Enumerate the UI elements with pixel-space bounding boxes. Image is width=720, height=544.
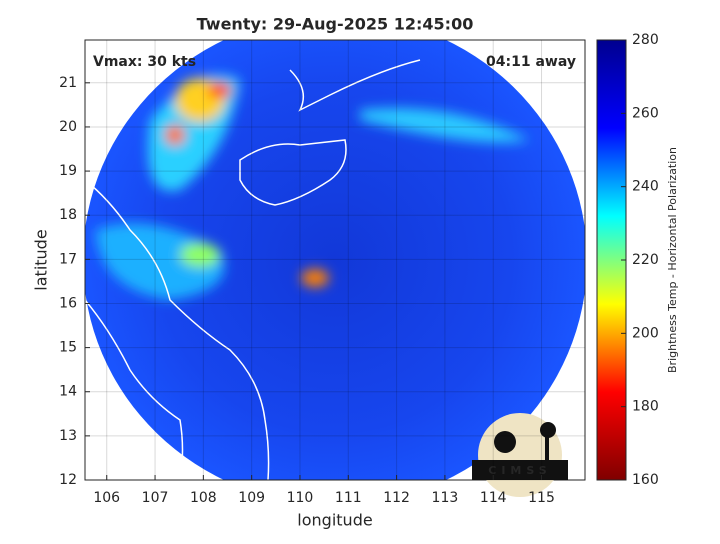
colorbar-tick-label: 260 bbox=[632, 105, 659, 121]
x-tick-label: 113 bbox=[432, 490, 459, 506]
logo-text: CIMSS bbox=[488, 464, 551, 477]
y-tick-label: 20 bbox=[59, 119, 77, 135]
y-tick-label: 12 bbox=[59, 472, 77, 488]
y-tick-label: 19 bbox=[59, 163, 77, 179]
y-tick-label: 14 bbox=[59, 384, 77, 400]
y-tick-label: 17 bbox=[59, 251, 77, 267]
logo: CIMSS bbox=[472, 413, 568, 497]
y-tick-label: 13 bbox=[59, 428, 77, 444]
colorbar-tick-label: 280 bbox=[632, 32, 659, 48]
y-tick-label: 15 bbox=[59, 340, 77, 356]
x-tick-label: 112 bbox=[383, 490, 410, 506]
colorbar-label: Brightness Temp - Horizontal Polarizatio… bbox=[666, 147, 679, 373]
x-tick-label: 115 bbox=[528, 490, 555, 506]
chart-title: Twenty: 29-Aug-2025 12:45:00 bbox=[197, 15, 474, 34]
y-tick-label: 21 bbox=[59, 75, 77, 91]
colorbar-tick-label: 160 bbox=[632, 472, 659, 488]
y-tick-label: 18 bbox=[59, 207, 77, 223]
x-tick-label: 111 bbox=[335, 490, 362, 506]
satellite-image bbox=[85, 40, 585, 480]
x-tick-label: 109 bbox=[238, 490, 265, 506]
x-tick-label: 114 bbox=[480, 490, 507, 506]
x-tick-label: 108 bbox=[190, 490, 217, 506]
x-tick-label: 107 bbox=[142, 490, 169, 506]
annotation: Vmax: 30 kts bbox=[93, 54, 196, 70]
colorbar-tick-label: 180 bbox=[632, 399, 659, 415]
colorbar-tick-label: 220 bbox=[632, 252, 659, 268]
x-tick-label: 106 bbox=[93, 490, 120, 506]
x-tick-label: 110 bbox=[287, 490, 314, 506]
y-tick-label: 16 bbox=[59, 295, 77, 311]
plot-frame bbox=[84, 39, 586, 481]
x-axis-label: longitude bbox=[297, 511, 372, 530]
colorbar-tick-label: 200 bbox=[632, 325, 659, 341]
y-axis-label: latitude bbox=[32, 229, 51, 290]
annotation: 04:11 away bbox=[486, 54, 576, 70]
colorbar-tick-label: 240 bbox=[632, 179, 659, 195]
